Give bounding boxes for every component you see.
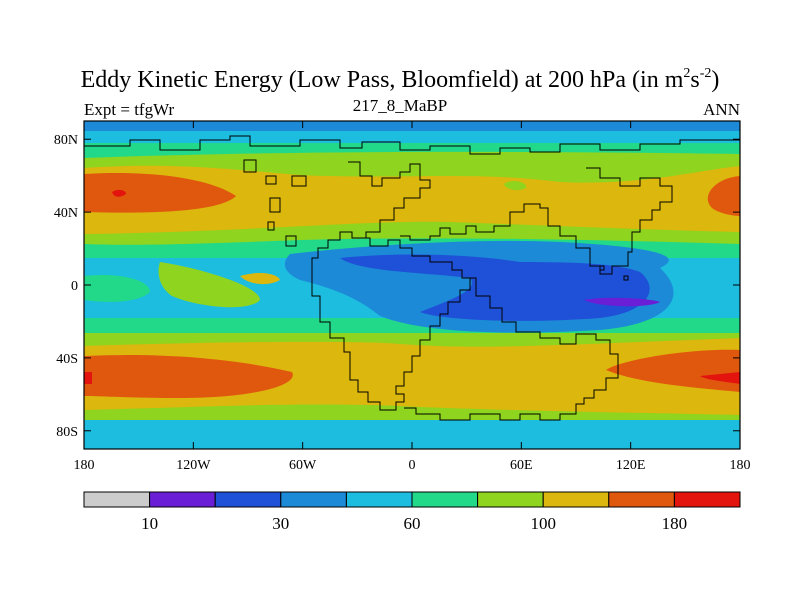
season-label: ANN xyxy=(703,100,740,119)
chart-title: Eddy Kinetic Energy (Low Pass, Bloomfiel… xyxy=(0,66,800,94)
colorbar-box-4 xyxy=(345,491,413,508)
field-gold-blob xyxy=(240,273,280,285)
field-green-patch-pacific xyxy=(84,274,150,302)
eke-field xyxy=(84,121,740,449)
colorbar-box-7 xyxy=(542,491,610,508)
colorbar-box-1 xyxy=(149,491,216,508)
field-band-s-orange xyxy=(84,354,293,398)
x-tick-label-2: 60W xyxy=(289,458,317,473)
colorbar-box-8 xyxy=(608,491,675,508)
chart-title-main: Eddy Kinetic Energy (Low Pass, Bloomfiel… xyxy=(80,67,684,93)
field-lime-patch-pacific xyxy=(158,262,260,308)
colorbar-label-2: 60 xyxy=(404,514,421,533)
field-tropic-dark-blue xyxy=(340,254,650,321)
y-axis: 80N 40N 0 40S 80S xyxy=(54,133,740,440)
chart-title-sup-1: 2 xyxy=(683,66,691,81)
colorbar-label-4: 180 xyxy=(662,514,688,533)
field-lime-blob-atlantic xyxy=(504,181,527,191)
colorbar-label-1: 30 xyxy=(272,514,289,533)
coast-americas xyxy=(311,161,471,411)
y-tick-label-3: 40S xyxy=(56,352,78,367)
field-band-s-gold xyxy=(84,338,740,415)
y-tick-label-4: 80S xyxy=(56,425,78,440)
colorbar-box-6 xyxy=(477,491,544,508)
colorbar-box-0 xyxy=(83,491,151,508)
y-tick-label-0: 80N xyxy=(54,133,78,148)
colorbar-box-2 xyxy=(214,491,282,508)
field-band-s-red-east xyxy=(700,372,740,384)
x-tick-label-5: 120E xyxy=(616,458,646,473)
colorbar-box-9 xyxy=(673,491,741,508)
field-band-n-orange xyxy=(84,172,236,213)
chart-title-unit-mid: s xyxy=(690,67,700,93)
coast-pacific-islands xyxy=(599,265,629,281)
colorbar-label-3: 100 xyxy=(530,514,556,533)
chart-title-unit-end: ) xyxy=(711,67,720,93)
colorbar-box-5 xyxy=(411,491,479,508)
x-axis: 180 120W 60W 0 60E 120E 180 xyxy=(74,121,751,473)
field-band-n-orange-east xyxy=(707,176,740,216)
field-band-s-orange-east xyxy=(606,349,740,392)
colorbar-label-0: 10 xyxy=(141,514,158,533)
coastlines xyxy=(84,135,740,421)
y-tick-label-1: 40N xyxy=(54,206,78,221)
x-tick-label-0: 180 xyxy=(74,458,95,473)
colorbar xyxy=(83,491,741,508)
field-band-s-red xyxy=(84,372,92,384)
coast-eurasia-africa xyxy=(84,135,740,155)
x-tick-label-3: 0 xyxy=(409,458,416,473)
x-tick-label-4: 60E xyxy=(510,458,533,473)
coast-greenland xyxy=(243,159,307,247)
field-band-n-red xyxy=(112,189,126,197)
field-tropic-purple xyxy=(584,297,660,307)
x-tick-label-6: 180 xyxy=(730,458,751,473)
field-polar-north-cyan xyxy=(84,131,740,143)
chart-title-sup-2: -2 xyxy=(699,66,712,81)
experiment-label: Expt = tfgWr xyxy=(84,100,175,119)
coast-africa-south xyxy=(404,277,619,421)
y-tick-label-2: 0 xyxy=(71,279,78,294)
case-label: 217_8_MaBP xyxy=(352,96,448,115)
colorbar-labels: 10 30 60 100 180 xyxy=(141,514,687,533)
x-tick-label-1: 120W xyxy=(176,458,211,473)
colorbar-box-3 xyxy=(280,491,347,508)
coast-asia xyxy=(400,167,673,275)
field-band-n-gold xyxy=(84,165,740,234)
